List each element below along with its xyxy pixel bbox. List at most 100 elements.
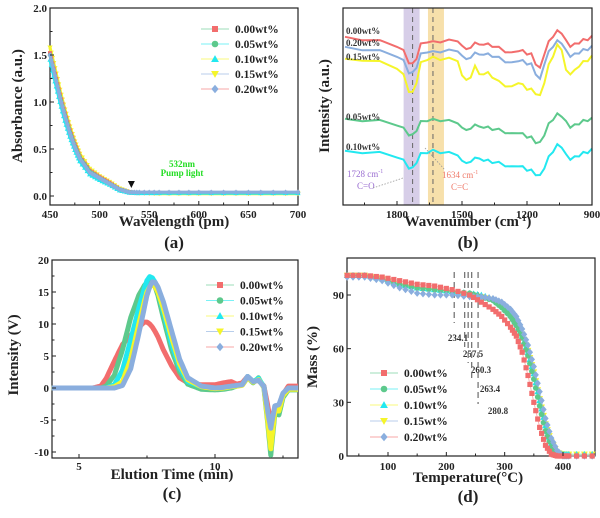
data-point — [523, 365, 529, 371]
series-line-0.15wt% — [344, 42, 593, 97]
y-tick-label: 0.5 — [33, 144, 47, 156]
plot-frame-b — [342, 7, 593, 206]
series-line-0.00wt% — [344, 28, 593, 70]
data-point — [574, 453, 580, 459]
data-point — [534, 394, 541, 400]
data-point — [402, 279, 409, 285]
data-point — [502, 317, 508, 323]
legend-marker-square-icon — [381, 370, 387, 376]
data-point — [57, 94, 63, 101]
x-tick-label: 300 — [496, 461, 513, 473]
x-axis-label-b-end: ) — [526, 214, 531, 230]
data-point — [67, 130, 73, 136]
y-tick-label: 0 — [44, 383, 50, 395]
y-tick-label: 30 — [333, 397, 345, 409]
leader-line-cc — [424, 147, 446, 171]
data-point — [270, 189, 276, 196]
data-point — [102, 178, 107, 184]
data-point — [515, 338, 521, 345]
data-point — [589, 453, 595, 459]
data-point — [420, 282, 426, 288]
x-axis-label-b-main: Wavenumber (cm — [405, 214, 520, 230]
data-point — [522, 336, 530, 344]
arrow-down-icon — [127, 181, 135, 188]
data-point — [390, 281, 397, 290]
data-point — [455, 288, 461, 295]
x-tick-label: 100 — [380, 461, 397, 473]
onset-label: 234.1 — [448, 333, 469, 343]
data-point — [136, 189, 142, 196]
band-annotations: 1728 cm-1 C=O 1634 cm-1 C=C — [347, 147, 478, 192]
series-line-0.10wt% — [344, 142, 593, 177]
panel-label-d: (d) — [458, 487, 479, 506]
legend-label: 0.20wt% — [404, 432, 448, 444]
data-point — [538, 396, 545, 405]
band-cc-number: 1634 cm — [442, 170, 473, 180]
x-axis-label-c: Elution Time (min) — [111, 467, 234, 483]
data-point — [536, 403, 543, 409]
data-point — [151, 189, 157, 196]
data-point — [146, 189, 152, 196]
data-point — [141, 189, 147, 196]
band-co-number: 1728 cm — [347, 169, 378, 179]
y-tick-label: 1.5 — [33, 50, 47, 62]
series-group-d — [343, 271, 596, 460]
series-line-0.10wt% — [347, 274, 593, 455]
data-point — [525, 372, 531, 379]
x-tick-label: 10 — [210, 461, 222, 473]
data-point — [536, 387, 543, 396]
y-tick-label: -5 — [40, 415, 50, 427]
series-inline-label: 0.05wt% — [346, 112, 380, 122]
ticks-c: 5 10 -10 -5 0 5 10 15 20 — [34, 255, 284, 473]
data-point — [529, 390, 535, 396]
data-point — [48, 57, 54, 63]
x-tick-label: 500 — [91, 209, 108, 221]
data-point — [384, 279, 392, 287]
legend-marker-diamond-icon — [211, 84, 219, 94]
data-point — [77, 155, 83, 162]
onset-label: 280.8 — [488, 406, 509, 416]
series-line-0.00wt% — [347, 274, 593, 457]
data-point — [531, 399, 537, 405]
data-point — [114, 185, 120, 191]
data-point — [166, 189, 172, 196]
data-point — [60, 103, 65, 110]
y-tick-label: 15 — [38, 287, 50, 299]
data-point — [532, 371, 539, 379]
data-point — [467, 292, 473, 298]
data-point — [126, 189, 132, 196]
x-tick-label: 700 — [290, 209, 307, 221]
data-point — [537, 424, 543, 430]
data-point — [538, 411, 545, 418]
data-point — [258, 189, 264, 196]
data-point — [542, 414, 549, 423]
x-axis-label-b-sup: -1 — [519, 213, 527, 223]
annotation-text-532nm: 532nm — [169, 159, 196, 169]
data-point — [408, 280, 414, 286]
data-point — [72, 144, 78, 150]
data-point — [283, 189, 288, 196]
onset-label: 263.4 — [480, 384, 501, 394]
onset-label: 260.3 — [471, 365, 492, 375]
data-point — [55, 83, 60, 90]
series-line-0.05wt% — [344, 111, 593, 145]
y-tick-label: 1.0 — [33, 97, 47, 109]
data-point — [449, 287, 455, 293]
x-tick-label: 600 — [191, 209, 208, 221]
data-point — [419, 290, 427, 298]
legend-label: 0.05wt% — [240, 296, 284, 308]
series-inline-label: 0.15wt% — [346, 52, 380, 62]
data-point — [482, 301, 488, 308]
data-point — [76, 152, 81, 159]
series-group-a — [47, 45, 301, 197]
data-point — [519, 325, 526, 333]
data-point — [402, 285, 409, 294]
y-tick-label: 10 — [38, 319, 50, 331]
x-tick-label: 200 — [438, 461, 455, 473]
legend-label: 0.05wt% — [235, 39, 279, 51]
legend-label: 0.10wt% — [404, 400, 448, 412]
data-point — [496, 311, 502, 317]
data-point — [408, 287, 415, 296]
data-point — [517, 344, 523, 350]
